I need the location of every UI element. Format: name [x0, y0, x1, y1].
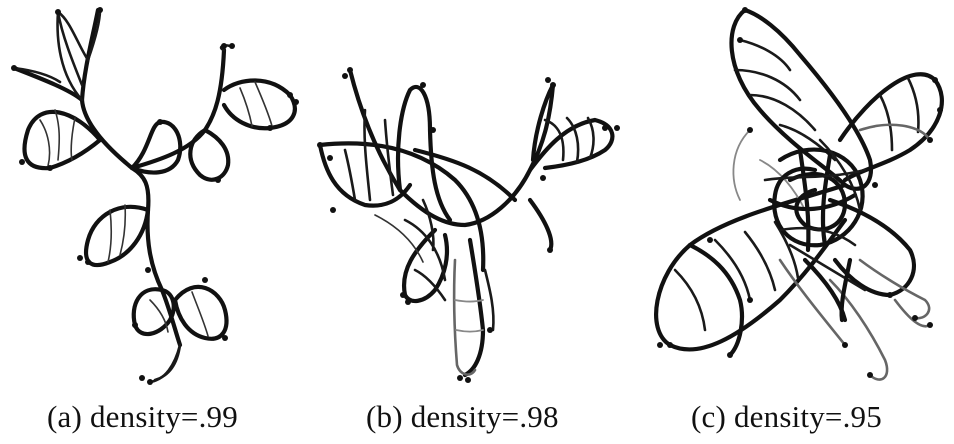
panel-a-drawing: [11, 7, 299, 385]
panel-c-drawing: [654, 7, 944, 381]
panel-c-caption: (c) density=.95: [691, 399, 882, 434]
panel-c-graph: [630, 0, 954, 400]
panel-b-caption: (b) density=.98: [366, 399, 559, 434]
panel-b-graph: [305, 0, 635, 400]
panel-a-graph: [0, 0, 320, 400]
panel-a-caption: (a) density=.99: [47, 399, 238, 434]
panel-b-drawing: [317, 67, 620, 383]
